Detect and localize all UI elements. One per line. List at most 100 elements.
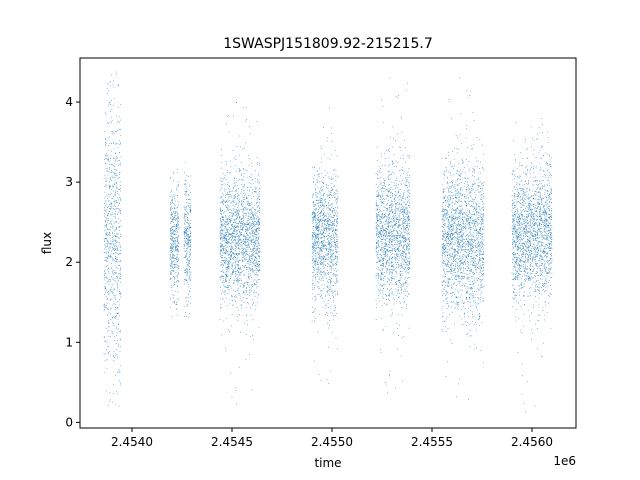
data-point: [106, 339, 108, 341]
data-point: [120, 104, 121, 105]
data-point: [223, 240, 225, 242]
data-point: [255, 240, 257, 242]
data-point: [386, 217, 388, 219]
data-point: [331, 154, 333, 156]
data-point: [244, 223, 246, 225]
data-point: [331, 222, 333, 224]
data-point: [229, 186, 230, 188]
data-point: [227, 204, 228, 206]
data-point: [189, 236, 191, 237]
data-point: [377, 262, 378, 263]
data-point: [246, 298, 247, 299]
data-point: [254, 242, 256, 244]
data-point: [391, 160, 393, 162]
data-point: [256, 297, 258, 299]
data-point: [336, 259, 338, 261]
data-point: [113, 142, 115, 143]
data-point: [115, 153, 116, 155]
data-point: [185, 241, 187, 243]
data-point: [235, 215, 236, 216]
data-point: [248, 276, 250, 277]
data-point: [184, 218, 185, 220]
data-point: [254, 178, 256, 180]
data-point: [254, 232, 255, 234]
data-point: [257, 301, 259, 303]
data-point: [186, 268, 187, 270]
data-point: [235, 272, 236, 274]
data-point: [222, 194, 224, 196]
data-point: [399, 244, 401, 246]
data-point: [248, 182, 250, 183]
data-point: [254, 243, 256, 245]
data-point: [105, 296, 107, 298]
data-point: [331, 189, 332, 191]
data-point: [405, 306, 407, 308]
data-point: [104, 221, 106, 223]
data-point: [238, 198, 240, 200]
data-point: [225, 267, 227, 268]
data-point: [242, 208, 244, 210]
data-point: [333, 217, 334, 218]
data-point: [175, 220, 176, 222]
data-point: [251, 162, 253, 164]
data-point: [236, 102, 237, 103]
data-point: [238, 253, 240, 255]
data-point: [240, 304, 242, 306]
data-point: [396, 271, 397, 273]
data-point: [221, 181, 223, 183]
data-point: [110, 213, 112, 215]
data-point: [255, 209, 256, 211]
data-point: [331, 225, 333, 227]
data-point: [318, 206, 319, 207]
data-point: [116, 356, 118, 358]
data-point: [109, 194, 111, 195]
data-point: [226, 229, 227, 231]
data-point: [244, 251, 246, 253]
data-point: [170, 238, 172, 239]
data-point: [234, 296, 235, 298]
data-point: [331, 231, 333, 232]
data-point: [322, 182, 324, 184]
data-point: [240, 224, 241, 226]
data-point: [113, 359, 115, 361]
data-point: [254, 242, 255, 243]
data-point: [184, 231, 186, 233]
data-point: [170, 235, 172, 237]
data-point: [239, 240, 240, 242]
data-point: [254, 264, 255, 266]
data-point: [189, 243, 191, 245]
data-point: [311, 262, 313, 264]
data-point: [227, 264, 228, 265]
data-point: [105, 235, 107, 237]
data-point: [228, 253, 230, 255]
data-point: [240, 271, 242, 273]
data-point: [116, 258, 117, 260]
data-point: [226, 247, 228, 248]
data-point: [315, 240, 317, 242]
data-point: [376, 247, 378, 249]
data-point: [333, 220, 335, 222]
data-point: [117, 249, 118, 251]
data-point: [251, 254, 252, 256]
data-point: [392, 239, 394, 241]
data-point: [319, 201, 321, 203]
data-point: [257, 219, 259, 220]
data-point: [406, 279, 408, 281]
data-point: [225, 244, 226, 246]
data-point: [244, 236, 246, 238]
data-point: [401, 170, 403, 171]
data-point: [228, 266, 230, 267]
data-point: [173, 203, 175, 204]
data-point: [231, 287, 233, 289]
data-point: [222, 254, 224, 256]
data-point: [221, 235, 222, 237]
data-point: [254, 269, 256, 271]
data-point: [408, 205, 409, 206]
data-point: [105, 144, 106, 146]
data-point: [111, 186, 113, 188]
data-point: [105, 234, 107, 235]
data-point: [220, 264, 222, 265]
data-point: [118, 194, 120, 196]
data-point: [189, 289, 191, 291]
data-point: [235, 258, 237, 260]
